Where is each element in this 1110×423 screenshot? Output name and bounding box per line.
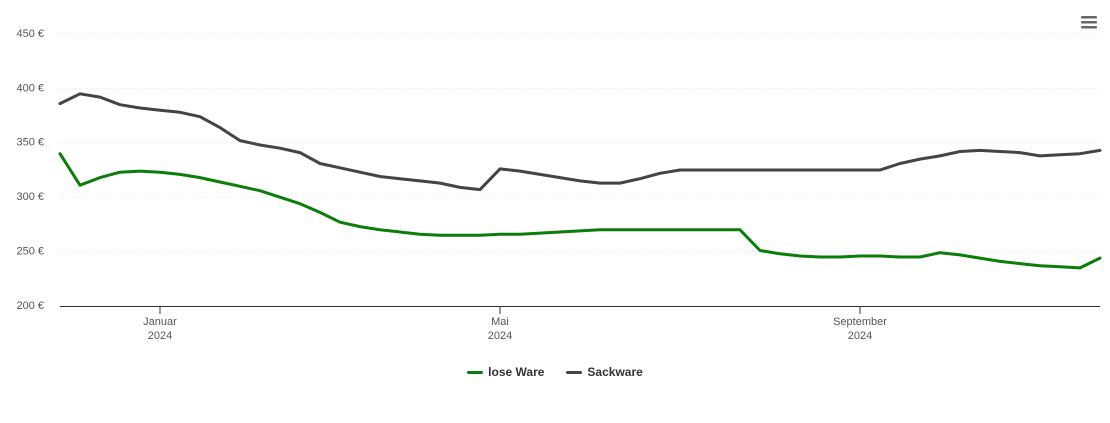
legend-swatch [566, 370, 583, 374]
y-tick-label: 300 € [16, 191, 44, 203]
legend-label: Sackware [587, 365, 643, 379]
legend: lose Ware Sackware [0, 365, 1110, 379]
legend-label: lose Ware [488, 365, 545, 379]
x-tick-label: Januar 2024 [143, 316, 177, 342]
y-tick-label: 200 € [16, 300, 44, 312]
menu-icon[interactable] [1081, 16, 1097, 29]
legend-item[interactable]: Sackware [566, 365, 643, 379]
legend-swatch [467, 370, 484, 374]
y-tick-label: 250 € [16, 246, 44, 258]
series-line [58, 152, 1102, 270]
x-tick-label: September 2024 [833, 316, 887, 342]
series-line [58, 92, 1102, 192]
y-tick-label: 350 € [16, 137, 44, 149]
y-tick-label: 450 € [16, 28, 44, 40]
y-tick-label: 400 € [16, 82, 44, 94]
legend-item[interactable]: lose Ware [467, 365, 544, 379]
x-tick-label: Mai 2024 [487, 316, 513, 342]
